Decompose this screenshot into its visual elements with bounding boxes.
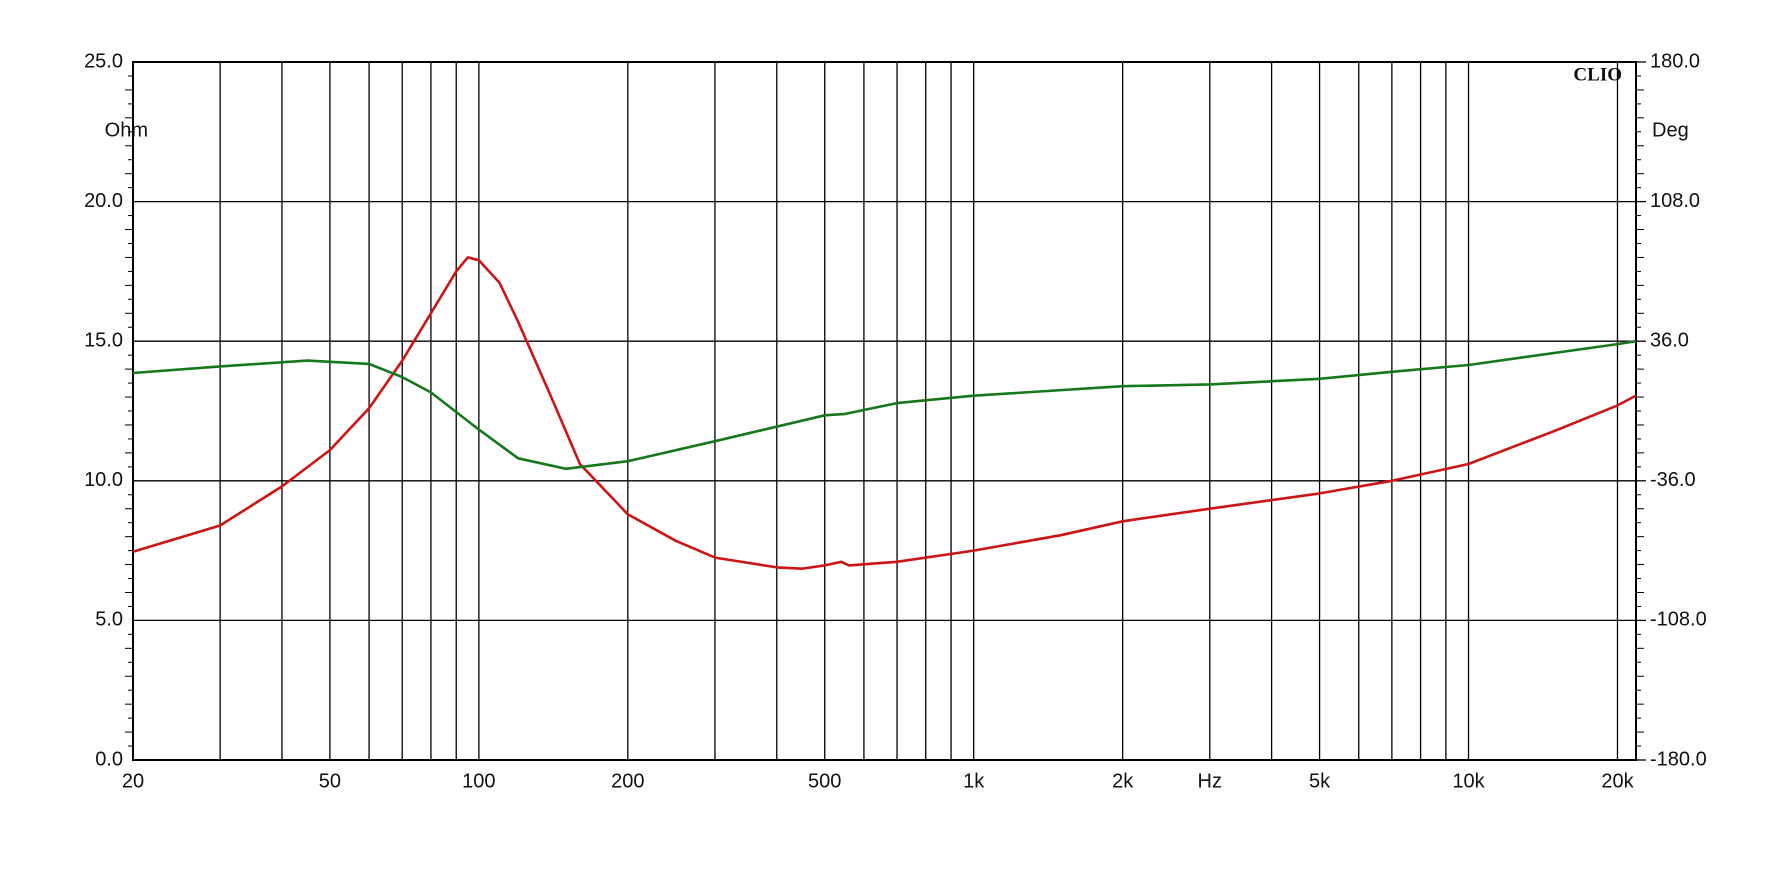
series-line <box>132 339 1637 471</box>
y2-tick-label: 108.0 <box>1650 190 1700 212</box>
y-tick-label: 20.0 <box>84 190 123 212</box>
annotation: CLIO <box>1573 64 1622 85</box>
series-line <box>132 256 1637 570</box>
x-tick-label: 50 <box>319 770 341 792</box>
y2-axis-label: Deg <box>1652 119 1689 141</box>
y2-tick-label: 180.0 <box>1650 50 1700 72</box>
x-tick-label: 20k <box>1601 770 1634 792</box>
y2-tick-label: -36.0 <box>1650 469 1696 491</box>
x-tick-label: 500 <box>808 770 841 792</box>
x-tick-label: 100 <box>462 770 495 792</box>
plot-frame <box>132 61 1637 761</box>
y2-tick-label: -180.0 <box>1650 748 1707 770</box>
x-tick-label: 10k <box>1452 770 1485 792</box>
x-tick-label: 20 <box>122 770 144 792</box>
y2-tick-label: -108.0 <box>1650 609 1707 631</box>
x-tick-label: 5k <box>1309 770 1331 792</box>
y2-tick-label: 36.0 <box>1650 329 1689 351</box>
y-tick-label: 10.0 <box>84 469 123 491</box>
x-tick-label: 2k <box>1112 770 1134 792</box>
y-tick-label: 25.0 <box>84 50 123 72</box>
y-tick-label: 5.0 <box>95 609 123 631</box>
y-tick-label: 15.0 <box>84 329 123 351</box>
x-tick-label: 200 <box>611 770 644 792</box>
x-tick-label: Hz <box>1198 770 1222 792</box>
y-tick-label: 0.0 <box>95 748 123 770</box>
y-axis-label: Ohm <box>105 119 148 141</box>
x-tick-label: 1k <box>963 770 985 792</box>
